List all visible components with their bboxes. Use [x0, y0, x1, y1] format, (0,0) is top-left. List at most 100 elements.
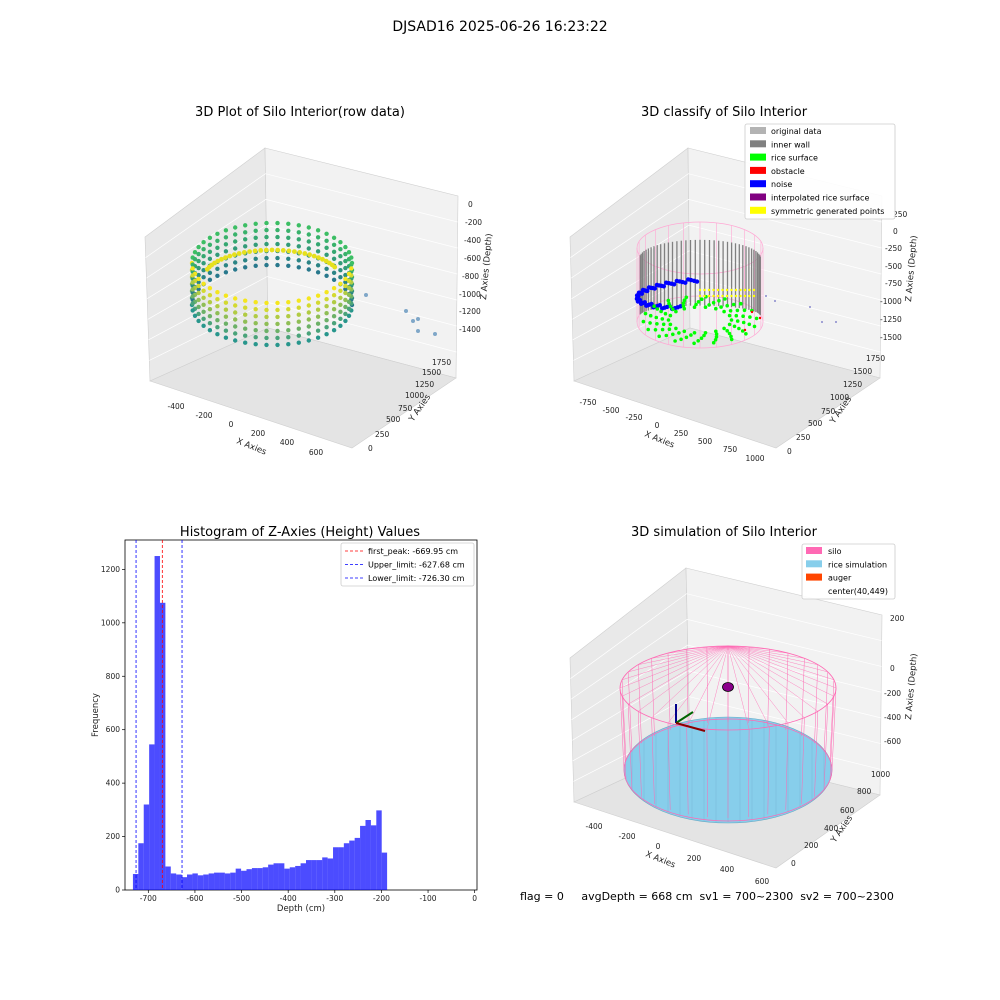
raw-point: [296, 333, 301, 338]
rice-surface-point: [682, 329, 687, 334]
symmetric-point: [725, 288, 729, 292]
raw-point: [346, 306, 352, 311]
raw-point: [243, 230, 248, 235]
raw-point: [192, 250, 198, 255]
histogram-legend: first_peak: -669.95 cm Upper_limit: -627.…: [340, 542, 475, 587]
raw-point: [349, 260, 355, 266]
histogram-bar: [311, 860, 317, 890]
simulation-x-tick: -400: [585, 822, 602, 831]
raw-point: [264, 314, 269, 320]
noise-point: [644, 303, 649, 308]
symmetric-point: [721, 294, 724, 298]
raw-point: [275, 300, 280, 306]
raw-point: [296, 340, 301, 345]
silo-simulation-model: [619, 645, 837, 824]
raw-point: [286, 228, 291, 233]
silo-roof-wire: [727, 645, 834, 680]
legend-label: rice simulation: [828, 560, 887, 569]
silo-wire: [801, 717, 805, 804]
rice-surface-point: [681, 304, 686, 308]
raw-point: [296, 237, 301, 242]
symmetric-point: [739, 288, 742, 292]
raw-point: [286, 256, 291, 261]
silo-top-ring: [619, 645, 837, 731]
raw-point: [331, 293, 337, 298]
raw-point: [324, 318, 329, 323]
simulation-x-tick: 0: [656, 842, 661, 851]
raw-point: [331, 256, 337, 261]
rice-surface-point: [682, 306, 687, 311]
rice-surface-point: [728, 309, 733, 313]
raw-point: [315, 328, 321, 333]
silo-wire: [829, 679, 835, 761]
symmetric-point: [712, 294, 715, 298]
raw-point: [296, 258, 301, 263]
raw-z-tick: -1400: [459, 325, 481, 334]
rice-surface-point: [661, 322, 666, 327]
raw-point: [223, 249, 229, 254]
raw-y-tick: 1500: [422, 368, 441, 377]
raw-point: [196, 276, 201, 282]
silo-roof-wire: [628, 645, 729, 673]
noise-point: [765, 295, 767, 297]
status-line: flag = 0 avgDepth = 668 cm sv1 = 700~230…: [520, 890, 894, 903]
simulation-y-tick: 200: [804, 841, 819, 850]
raw-point: [324, 252, 329, 257]
histogram-x-tick: -600: [186, 894, 203, 903]
raw-point: [233, 296, 238, 301]
raw-point: [316, 255, 321, 260]
raw-point: [315, 307, 321, 312]
legend-label: center(40,449): [828, 587, 888, 596]
rice-surface-point: [681, 301, 686, 305]
noise-point: [683, 280, 688, 285]
silo-roof-wire: [727, 645, 750, 730]
rice-surface-point: [741, 314, 745, 319]
histogram-x-tick: 0: [472, 894, 477, 903]
raw-point: [207, 314, 213, 319]
histogram-bar: [365, 820, 371, 890]
rice-surface-point: [727, 313, 732, 318]
raw-point: [296, 326, 301, 331]
silo-wire: [823, 704, 829, 789]
rice-surface-point: [674, 309, 678, 314]
auger-marker: [722, 682, 734, 692]
raw-point: [286, 221, 291, 226]
raw-point: [264, 321, 269, 327]
raw-z-tick: -200: [465, 218, 482, 227]
raw-point: [264, 255, 269, 261]
raw-point: [243, 265, 248, 270]
raw-point: [201, 302, 206, 307]
raw-point: [215, 238, 220, 243]
raw-point: [296, 230, 301, 235]
raw-point: [320, 256, 325, 262]
classify-y-tick: 750: [821, 407, 836, 416]
raw-point: [343, 283, 348, 289]
raw-point: [253, 300, 258, 305]
raw-point: [306, 310, 311, 315]
histogram-y-tick: 200: [106, 832, 121, 841]
raw-y-tick: 500: [386, 415, 401, 424]
histogram-bar: [224, 873, 231, 890]
raw-point: [223, 242, 229, 247]
histogram-bar: [241, 870, 247, 890]
raw-point: [219, 256, 224, 262]
raw-point: [338, 240, 343, 245]
legend-label: rice surface: [771, 154, 818, 163]
histogram-bar: [381, 852, 388, 890]
rice-surface-point: [752, 324, 757, 329]
silo-wire: [637, 711, 642, 797]
rice-surface-point: [673, 339, 677, 343]
silo-roof-wire: [727, 645, 837, 689]
histogram-x-ticks: -700 -600 -500 -400 -300 -200 -100 0: [140, 890, 477, 903]
raw-x-tick: 400: [280, 438, 295, 447]
raw-point: [306, 239, 311, 244]
raw-point: [338, 254, 343, 259]
raw-point: [253, 242, 258, 247]
raw-point: [264, 328, 269, 334]
raw-3d-box: [144, 147, 459, 449]
raw-point: [201, 323, 206, 328]
raw-point: [196, 251, 201, 257]
raw-3d-panel: 3D Plot of Silo Interior(row data) -400 …: [144, 105, 495, 458]
grid-line: [145, 173, 458, 258]
raw-point: [338, 261, 343, 266]
